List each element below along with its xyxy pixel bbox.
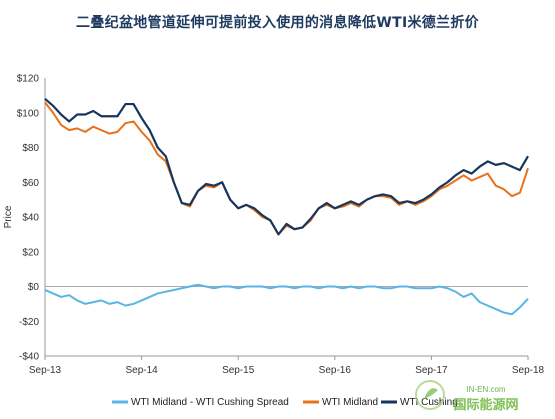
watermark-text-1: IN-EN.com <box>466 385 505 394</box>
y-tick-label: -$40 <box>19 352 39 363</box>
chart-series <box>44 98 529 316</box>
watermark-text-2: 国际能源网 <box>453 397 518 413</box>
watermark-leaf-icon <box>424 388 438 399</box>
series-line-cushing <box>44 98 529 236</box>
watermark: IN-EN.com 国际能源网 <box>415 380 519 413</box>
legend-label-spread: WTI Midland - WTI Cushing Spread <box>131 397 289 408</box>
x-tick-label: Sep-15 <box>222 365 255 376</box>
x-tick-label: Sep-18 <box>512 365 545 376</box>
x-tick-label: Sep-17 <box>415 365 448 376</box>
y-tick-label: -$20 <box>19 317 39 328</box>
chart-title: 二叠纪盆地管道延伸可提前投入使用的消息降低WTI米德兰折价 <box>76 15 479 31</box>
series-line-midland <box>44 101 529 236</box>
series-line-spread <box>44 283 529 316</box>
chart-axes: $120 $100 $80 $60 $40 $20 $0 -$20 -$40 Sep-13 Sep-… <box>3 74 545 377</box>
y-tick-label: $20 <box>22 247 39 258</box>
y-axis-label: Price <box>3 205 14 228</box>
y-tick-label: $100 <box>17 108 40 119</box>
y-tick-label: $0 <box>28 282 40 293</box>
x-tick-label: Sep-13 <box>29 365 62 376</box>
x-tick-label: Sep-16 <box>319 365 352 376</box>
chart-legend: WTI Midland - WTI Cushing Spread WTI Midl… <box>112 397 458 408</box>
legend-label-cushing: WTI Cushing <box>400 397 458 408</box>
x-tick-label: Sep-14 <box>125 365 158 376</box>
watermark-logo-icon <box>415 380 445 410</box>
legend-label-midland: WTI Midland <box>322 397 378 408</box>
y-tick-label: $60 <box>22 178 39 189</box>
y-tick-label: $120 <box>17 74 40 85</box>
y-tick-label: $80 <box>22 143 39 154</box>
y-tick-label: $40 <box>22 213 39 224</box>
